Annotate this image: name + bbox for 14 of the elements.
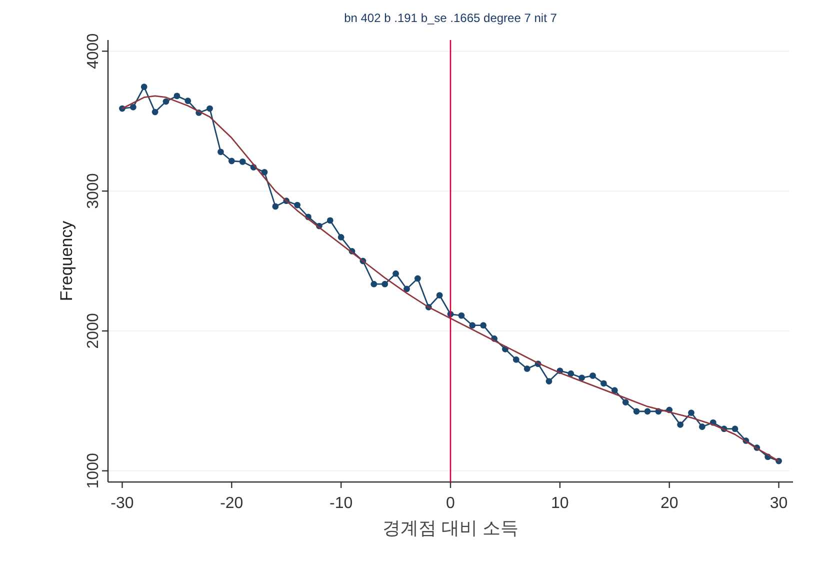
x-tick-label: 20 [660,495,678,512]
x-axis-title: 경계점 대비 소득 [382,518,519,538]
y-tick-label: 2000 [85,313,102,349]
y-tick-label: 4000 [85,33,102,69]
y-axis-title: Frequency [57,220,76,302]
x-tick-label: 30 [770,495,788,512]
x-tick-label: -30 [110,495,134,512]
x-tick-label: 10 [551,495,569,512]
x-tick-label: 0 [446,495,456,512]
chart-title: bn 402 b .191 b_se .1665 degree 7 nit 7 [344,11,558,25]
y-tick-label: 1000 [85,452,102,489]
x-tick-label: -10 [330,495,353,512]
x-tick-label: -20 [220,495,244,512]
y-tick-label: 3000 [85,173,102,209]
